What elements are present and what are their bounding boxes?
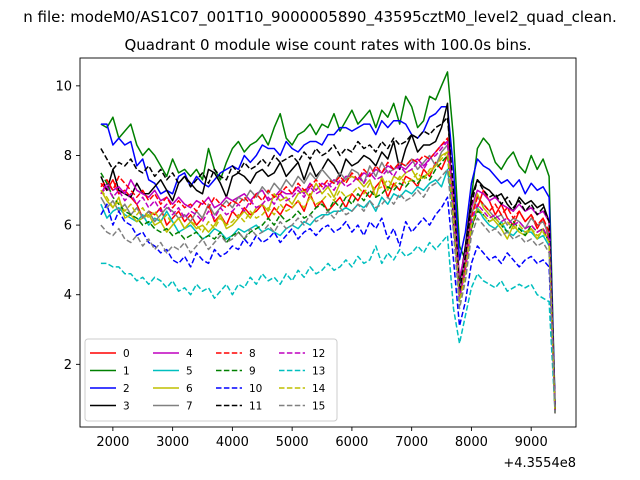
y-tick-label: 4	[64, 288, 72, 303]
x-tick-label: 4000	[216, 435, 249, 450]
legend-label-9: 9	[249, 366, 256, 378]
x-tick-label: 2000	[96, 435, 129, 450]
series-line-2	[100, 105, 556, 407]
x-tick-label: 6000	[335, 435, 368, 450]
legend-label-3: 3	[123, 401, 130, 413]
series-line-7	[100, 144, 556, 414]
legend-label-13: 13	[312, 366, 325, 378]
chart-title: Quadrant 0 module wise count rates with …	[124, 36, 531, 54]
legend-label-8: 8	[249, 348, 256, 360]
plot-lines	[100, 71, 556, 414]
y-tick-label: 6	[64, 219, 72, 234]
y-tick-label: 8	[64, 149, 72, 164]
series-line-11	[100, 116, 556, 410]
legend-label-0: 0	[123, 348, 130, 360]
legend-label-2: 2	[123, 383, 130, 395]
series-line-15	[100, 168, 556, 414]
legend-label-14: 14	[312, 383, 326, 395]
x-tick-label: 9000	[515, 435, 548, 450]
series-line-12	[100, 140, 556, 414]
x-axis: 2000 3000 4000 5000 6000 7000 8000 9000	[96, 427, 548, 450]
legend-label-4: 4	[186, 348, 193, 360]
y-axis: 2 4 6 8 10	[55, 79, 80, 373]
y-tick-label: 10	[55, 79, 72, 94]
legend-label-5: 5	[186, 366, 193, 378]
x-tick-label: 5000	[276, 435, 309, 450]
series-line-14	[100, 151, 556, 414]
series-line-13	[100, 234, 556, 414]
legend-label-12: 12	[312, 348, 325, 360]
legend-label-11: 11	[249, 401, 262, 413]
series-line-1	[100, 71, 556, 407]
plot-frame	[79, 57, 577, 428]
figure-suptitle: n file: modeM0/AS1C07_001T10_9000005890_…	[23, 8, 617, 27]
x-tick-label: 8000	[455, 435, 488, 450]
legend-label-10: 10	[249, 383, 262, 395]
legend-label-1: 1	[123, 366, 130, 378]
axes-frame	[79, 57, 577, 428]
x-offset-label: +4.3554e8	[503, 456, 576, 471]
x-tick-label: 7000	[395, 435, 428, 450]
series-line-10	[100, 196, 556, 414]
legend-label-6: 6	[186, 383, 193, 395]
legend-label-7: 7	[186, 401, 193, 413]
legend-box	[84, 338, 338, 422]
y-tick-label: 2	[64, 358, 72, 373]
x-tick-label: 3000	[156, 435, 189, 450]
legend-label-15: 15	[312, 401, 325, 413]
